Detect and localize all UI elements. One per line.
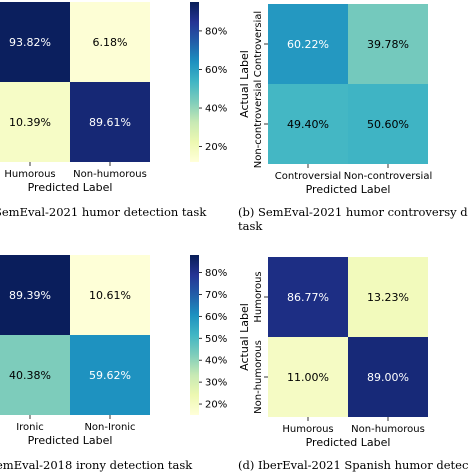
colorbar-tick-label: 40% bbox=[205, 356, 227, 367]
heatmap-cell bbox=[0, 255, 70, 335]
colorbar bbox=[190, 255, 199, 415]
colorbar-tick-label: 50% bbox=[205, 334, 227, 345]
heatmap-cell bbox=[348, 4, 428, 84]
cell-value-label: 6.18% bbox=[93, 36, 128, 49]
heatmap-panel-4: 86.77% 13.23% 11.00% 89.00% Humorous Non-humo… bbox=[238, 257, 428, 449]
cell-value-label: 10.61% bbox=[89, 289, 131, 302]
x-axis-label: Predicted Label bbox=[28, 181, 113, 194]
heatmap-cell bbox=[268, 84, 348, 164]
heatmap-cell bbox=[0, 2, 70, 82]
heatmap-cell bbox=[70, 335, 150, 415]
subfigure-caption: (b) SemEval-2021 humor controversy d bbox=[238, 205, 468, 219]
x-tick-label: Controversial bbox=[275, 171, 341, 182]
colorbar-tick-label: 20% bbox=[205, 142, 227, 153]
cell-value-label: 60.22% bbox=[287, 38, 329, 51]
cell-value-label: 89.61% bbox=[89, 116, 131, 129]
cell-value-label: 11.00% bbox=[287, 371, 329, 384]
x-tick-label: Non-Ironic bbox=[84, 422, 135, 433]
subfigure-caption: emEval-2018 irony detection task bbox=[0, 458, 193, 472]
cell-value-label: 89.00% bbox=[367, 371, 409, 384]
x-tick-label: Ironic bbox=[16, 422, 44, 433]
heatmap-panel-2: 60.22% 39.78%49.40% 50.60%Controversial Non… bbox=[238, 4, 432, 196]
heatmap-cell bbox=[348, 84, 428, 164]
heatmap-cell bbox=[0, 335, 70, 415]
cell-value-label: 10.39% bbox=[9, 116, 51, 129]
subfigure-caption: SemEval-2021 humor detection task bbox=[0, 205, 207, 219]
cell-value-label: 13.23% bbox=[367, 291, 409, 304]
x-tick-label: Non-humorous bbox=[351, 424, 425, 435]
cell-value-label: 39.78% bbox=[367, 38, 409, 51]
y-tick-label: Non-humorous bbox=[253, 340, 264, 414]
x-tick-label: Non-humorous bbox=[73, 169, 147, 180]
heatmap-panel-1: 93.82% 6.18% 10.39% 89.61% Humorous Non-humor… bbox=[0, 2, 227, 194]
colorbar-tick-label: 40% bbox=[205, 104, 227, 115]
x-tick-label: Non-controversial bbox=[344, 171, 433, 182]
y-tick-label: Non-controversial bbox=[253, 80, 264, 169]
y-tick-label: Humorous bbox=[253, 271, 264, 322]
heatmap-cell bbox=[268, 4, 348, 84]
colorbar-tick-label: 20% bbox=[205, 400, 227, 411]
heatmap-cell bbox=[268, 337, 348, 417]
heatmap-cell bbox=[0, 82, 70, 162]
cell-value-label: 59.62% bbox=[89, 369, 131, 382]
x-axis-label: Predicted Label bbox=[28, 434, 113, 447]
x-axis-label: Predicted Label bbox=[306, 183, 391, 196]
cell-value-label: 89.39% bbox=[9, 289, 51, 302]
y-axis-label: Actual Label bbox=[238, 50, 251, 118]
subfigure-caption: task bbox=[238, 219, 263, 233]
colorbar-tick-label: 80% bbox=[205, 26, 227, 37]
cell-value-label: 93.82% bbox=[9, 36, 51, 49]
heatmap-cell bbox=[70, 82, 150, 162]
x-tick-label: Humorous bbox=[4, 169, 55, 180]
y-axis-label: Actual Label bbox=[238, 303, 251, 371]
cell-value-label: 86.77% bbox=[287, 291, 329, 304]
colorbar-tick-label: 70% bbox=[205, 290, 227, 301]
cell-value-label: 50.60% bbox=[367, 118, 409, 131]
heatmap-cell bbox=[70, 255, 150, 335]
x-axis-label: Predicted Label bbox=[306, 436, 391, 449]
heatmap-panel-3: 89.39% 10.61% 40.38% 59.62% Ironic Non-Ironic… bbox=[0, 255, 227, 447]
subfigure-caption: (d) IberEval-2021 Spanish humor detec bbox=[238, 458, 468, 472]
y-tick-label: Controversial bbox=[253, 11, 264, 77]
colorbar-tick-label: 80% bbox=[205, 268, 227, 279]
heatmap-cell bbox=[268, 257, 348, 337]
heatmap-cell bbox=[348, 257, 428, 337]
cell-value-label: 40.38% bbox=[9, 369, 51, 382]
heatmap-cell bbox=[70, 2, 150, 82]
colorbar-tick-label: 60% bbox=[205, 312, 227, 323]
colorbar-tick-label: 30% bbox=[205, 378, 227, 389]
cell-value-label: 49.40% bbox=[287, 118, 329, 131]
colorbar bbox=[190, 2, 199, 162]
colorbar-tick-label: 60% bbox=[205, 65, 227, 76]
heatmap-cell bbox=[348, 337, 428, 417]
x-tick-label: Humorous bbox=[282, 424, 333, 435]
